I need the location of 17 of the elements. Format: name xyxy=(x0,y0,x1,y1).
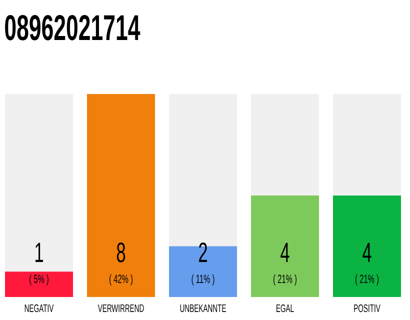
chart-title: 08962021714 xyxy=(5,14,140,40)
x-tick-label: UNBEKANNTE xyxy=(180,304,226,312)
annotation: ( 21% ) xyxy=(356,274,378,286)
x-tick-label: EGAL xyxy=(276,304,294,312)
annotation: ( 21% ) xyxy=(274,274,296,286)
x-tick-label: NEGATIV xyxy=(24,304,54,312)
x-tick-label: POSITIV xyxy=(354,304,380,312)
annotation: ( 5% ) xyxy=(30,274,48,286)
data-label: 2 xyxy=(199,242,207,262)
data-label: 8 xyxy=(116,242,126,262)
annotation: ( 11% ) xyxy=(192,274,214,286)
data-label: 4 xyxy=(362,242,372,262)
bar xyxy=(5,272,73,297)
annotation: ( 42% ) xyxy=(110,274,132,286)
x-tick-label: VERWIRREND xyxy=(98,304,144,312)
data-label: 1 xyxy=(36,242,43,262)
data-label: 4 xyxy=(280,242,290,262)
